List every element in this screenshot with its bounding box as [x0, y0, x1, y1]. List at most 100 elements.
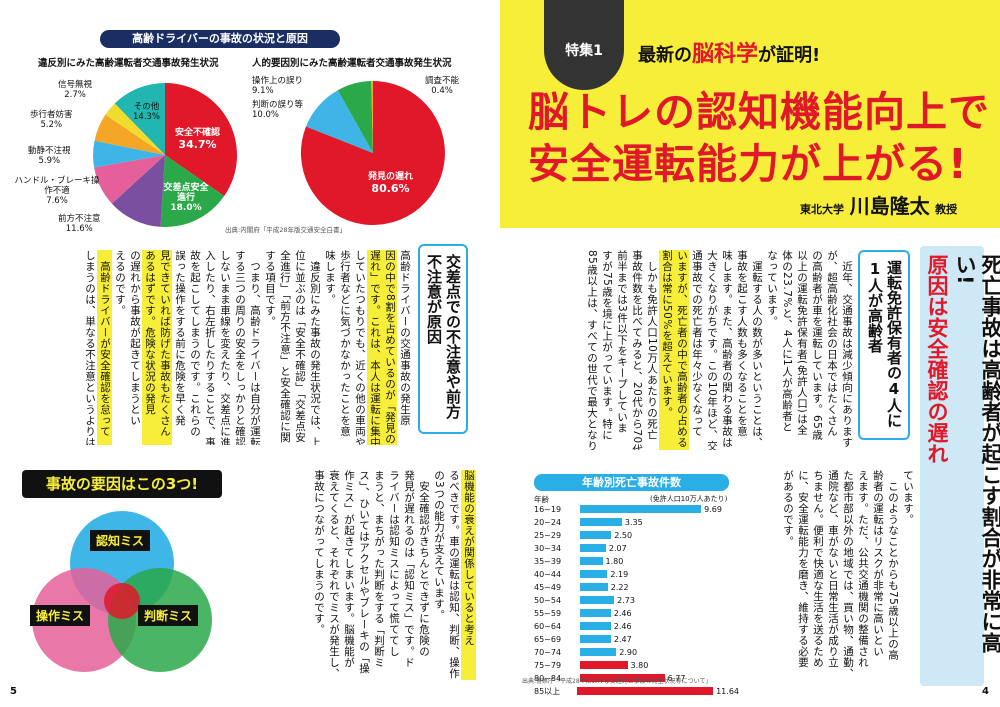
text-column: 入したり、右左折したりすることで、事 — [204, 250, 216, 445]
text-column: ライバーは認知ミスによって慌ててし — [388, 470, 400, 657]
text-column: 割合は常に50%を超えています。 — [659, 250, 674, 450]
left-body-text: 高齢ドライバーの交通事故の発生原 因の中で8割を占めているのが「発見の 遅れ」で… — [22, 250, 412, 445]
bar-row: 75~79 3.80 — [534, 660, 739, 670]
bar-value-label: 9.69 — [704, 504, 722, 514]
left-headline-box: 交差点での不注意や前方不注意が原因 — [418, 244, 468, 434]
text-column: しまうのは、単なる不注意というよりは、 — [84, 250, 96, 445]
text-column: 脳機能の衰えが関係していると考え — [461, 470, 476, 680]
text-column: 高齢ドライバーの交通事故の発生原 — [399, 250, 411, 426]
bar — [580, 661, 628, 669]
text-column: の3つの能力が支えています。 — [433, 470, 445, 621]
bar — [580, 648, 617, 656]
bar-row: 65~69 2.47 — [534, 634, 739, 644]
text-column: 味します。 — [324, 250, 336, 305]
left-headline: 交差点での不注意や前方不注意が原因 — [425, 254, 462, 419]
pie1-slice-signal — [105, 103, 165, 155]
bar — [580, 635, 611, 643]
bar-category-label: 60~64 — [534, 621, 562, 631]
text-column: 事故につながってしまうのです。 — [313, 470, 325, 635]
bar-row: 40~44 2.19 — [534, 569, 739, 579]
text-column: あるはずです。危険な状況の発見 — [142, 250, 157, 445]
bar-chart-age-header: 年齢 — [534, 495, 549, 504]
text-column: していたつもりでも、近くの他の車両や — [354, 250, 366, 445]
bar-category-label: 16~19 — [534, 504, 562, 514]
pie1-slice-other — [114, 83, 165, 155]
text-column: 因の中で8割を占めているのが「発見の — [382, 250, 397, 445]
text-column: があるのです。 — [782, 470, 794, 547]
bar-value-label: 2.19 — [610, 569, 629, 579]
bar-category-label: 20~24 — [534, 517, 562, 527]
bar — [580, 583, 608, 591]
pie1-label-watch: 動静不注視 5.9% — [28, 146, 71, 166]
text-column: 位に並ぶのは「安全不確認」「交差点安 — [294, 250, 306, 443]
text-column: 安全確認がきちんとできずに危険の — [418, 470, 430, 657]
bar — [580, 544, 606, 552]
text-column: 事故を起こす人数も多くなることを意 — [736, 250, 748, 437]
bar-category-label: 80~84 — [534, 673, 562, 683]
bar-value-label: 3.80 — [630, 660, 649, 670]
bar-value-label: 2.46 — [613, 608, 632, 618]
bar-row: 80~84 6.77 — [534, 673, 739, 683]
text-column: つまり、高齢ドライバーは自分が運転 — [249, 250, 261, 445]
main-title-line1: 脳トレの認知機能向上で — [528, 88, 990, 136]
bar-value-label: 1.80 — [605, 556, 624, 566]
bar — [580, 596, 615, 604]
text-column: るべきです。車の運転は認知、判断、操作 — [448, 470, 460, 679]
source-note: 出典:内閣府「平成28年版交通安全白書」 — [225, 226, 346, 234]
pie2-label-judgement: 判断の誤り等 10.0% — [252, 100, 304, 120]
left-page-number: 5 — [10, 686, 17, 697]
bar-row: 20~24 3.35 — [534, 517, 739, 527]
pie1-slice-front — [111, 155, 165, 227]
pie1-slice-operation — [94, 155, 165, 204]
text-column: する三つの周りの安全をしっかりと確認 — [234, 250, 246, 445]
bar-value-label: 2.90 — [619, 647, 638, 657]
text-column: しかも免許人口10万人あたりの死亡 — [646, 250, 658, 441]
side-headline-2: 原因は安全確認の遅れ — [925, 254, 949, 464]
pie2-label-unknown: 調査不能 0.4% — [425, 76, 460, 96]
bar-row: 85以上 11.64 — [534, 686, 739, 696]
bar — [580, 518, 622, 526]
bar-category-label: 55~59 — [534, 608, 562, 618]
pie1-slice-intersection — [160, 155, 225, 228]
text-column: 誤った操作をする前に危険を早く発 — [174, 250, 186, 426]
pie2-slice-operation — [337, 81, 373, 153]
sub-headline-box: 運転免許保有者の4人に1人が高齢者 — [858, 250, 910, 440]
bar-category-label: 35~39 — [534, 556, 562, 566]
right-page: 特集1 最新の脳科学が証明! 脳トレの認知機能向上で 安全運転能力が上がる! 東… — [500, 0, 1000, 707]
bar-value-label: 6.77 — [667, 673, 686, 683]
text-column: 全進行」「前方不注意」と安全確認に関 — [279, 250, 291, 443]
feature-subtitle: 最新の脳科学が証明! — [638, 42, 821, 67]
bar-row: 45~49 2.22 — [534, 582, 739, 592]
text-column: 体の23.7%と、4人に1人が高齢者と — [781, 250, 793, 433]
bar — [580, 557, 603, 565]
bar-category-label: 75~79 — [534, 660, 562, 670]
text-column: なっています。 — [766, 250, 778, 327]
pie1-label-safety: 安全不確認 34.7% — [175, 128, 221, 151]
text-column: 作ミス」が起きてしまいます。脳機能が — [343, 470, 355, 668]
text-column: ています。 — [902, 470, 914, 525]
pie2-slice-judgement — [306, 90, 373, 153]
bar-category-label: 25~29 — [534, 530, 562, 540]
text-column: 通事故での死亡者は年々少なくなって — [691, 250, 703, 437]
bar-chart-title: 年齢別死亡事故件数 — [534, 474, 729, 491]
feature-label: 特集1 — [544, 0, 624, 90]
text-column: 以上の運転免許保有者(免許人口)は全 — [796, 250, 808, 436]
text-column: する項目です。 — [264, 250, 276, 327]
bar-category-label: 70~74 — [534, 647, 562, 657]
pie1-slice-watch — [93, 140, 165, 168]
text-column: に、安全運転能力を磨き、維持する必要 — [797, 470, 809, 668]
pie2-slice-late — [300, 81, 445, 225]
pie2-label-operation: 操作上の誤り 9.1% — [252, 76, 304, 96]
text-column: 85歳以上は、すべての世代で最大となり — [586, 250, 598, 450]
text-column: いますが、死亡者の中で高齢者の占める — [674, 250, 689, 450]
bar-row: 25~29 2.50 — [534, 530, 739, 540]
text-column: 齢者の運転はリスクが非常に高いとい — [872, 470, 884, 657]
bar-row: 35~39 1.80 — [534, 556, 739, 566]
sub-headline: 運転免許保有者の4人に1人が高齢者 — [866, 260, 903, 428]
text-column: ちません。便利で快適な生活を送るため — [812, 470, 824, 668]
bar-source-note: 出典:警察庁「平成28年における交通死亡事故の発生状況等について」 — [522, 678, 712, 685]
bar-row: 70~74 2.90 — [534, 647, 739, 657]
text-column: の高齢者が車を運転しています。65歳 — [811, 250, 823, 441]
text-column: 運転する人の数が多いということは、 — [751, 250, 763, 448]
venn-label-operation: 操作ミス — [30, 605, 91, 626]
